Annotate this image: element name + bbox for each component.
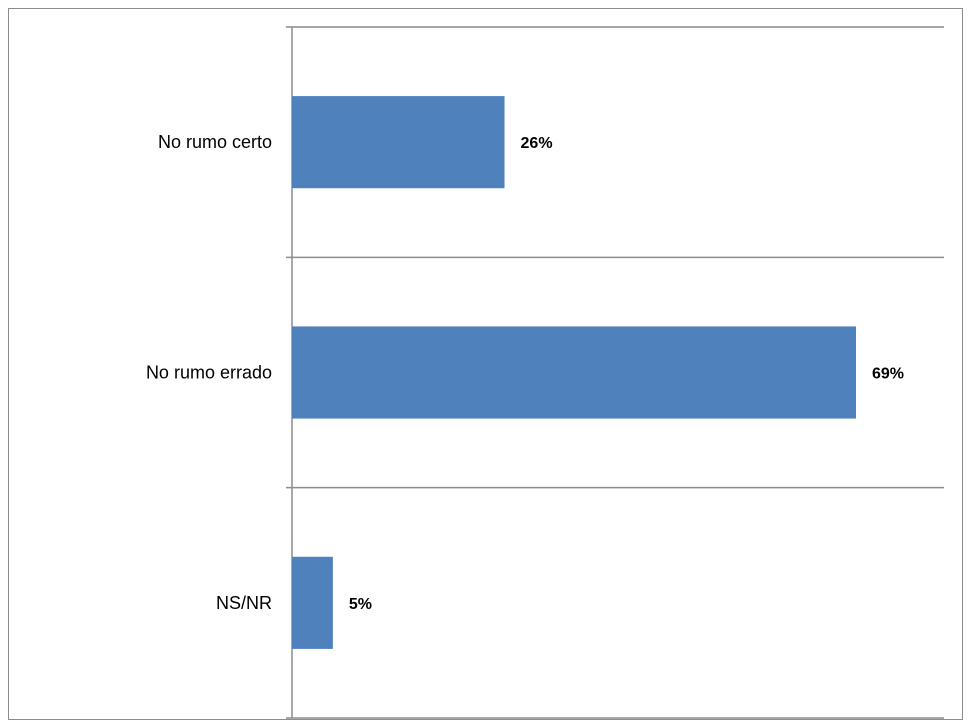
category-label: NS/NR: [216, 593, 272, 613]
category-label: No rumo errado: [146, 363, 272, 383]
bar-layer: [292, 96, 856, 649]
value-label: 5%: [349, 596, 372, 613]
bar-no-rumo-errado: [292, 326, 856, 419]
bar-no-rumo-certo: [292, 96, 505, 189]
category-label: No rumo certo: [158, 132, 272, 152]
value-label: 69%: [872, 366, 904, 383]
label-layer: No rumo certo 26% No rumo errado 69% NS/NR 5%: [146, 132, 904, 613]
value-label: 26%: [521, 135, 553, 152]
bar-ns-nr: [292, 556, 333, 649]
